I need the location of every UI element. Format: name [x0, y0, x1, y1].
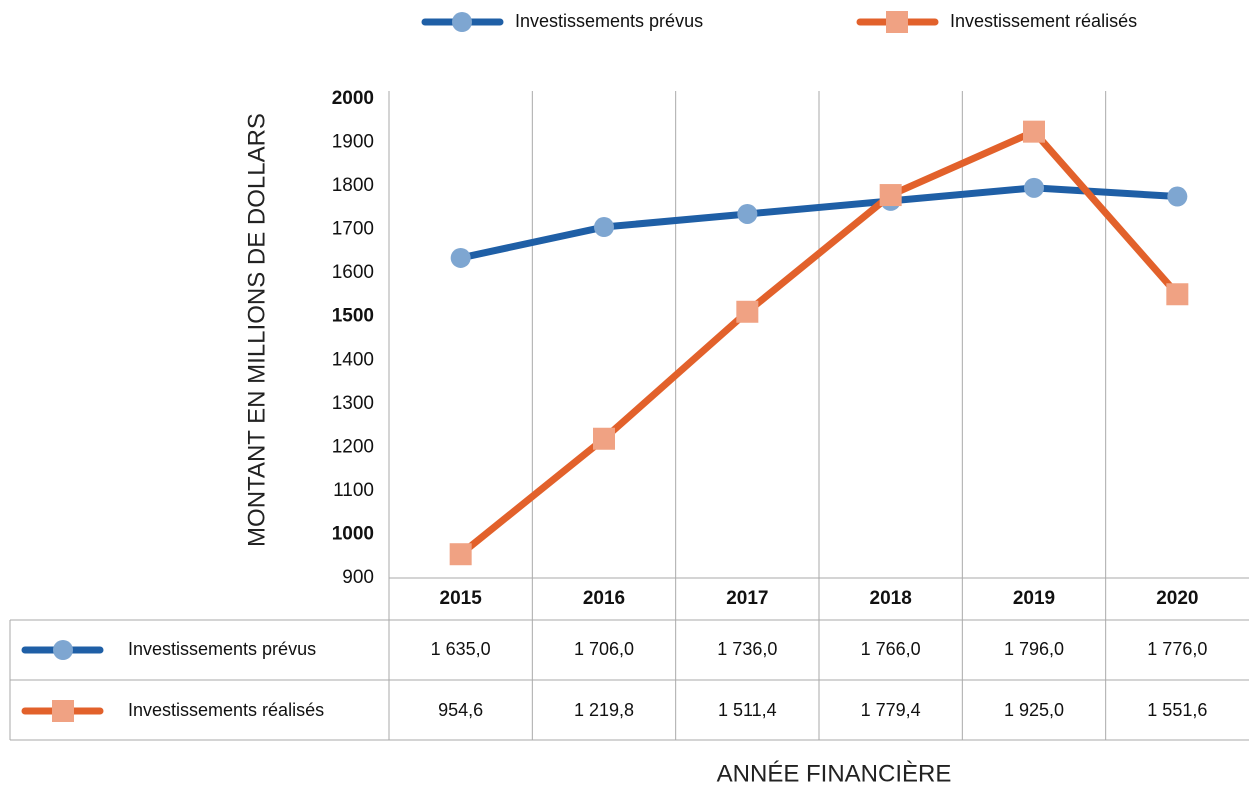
y-tick-label: 1900: [332, 132, 374, 153]
legend-label: Investissements prévus: [515, 11, 703, 31]
marker: [450, 247, 471, 268]
y-tick-label: 2000: [332, 88, 374, 109]
marker: [736, 300, 759, 323]
x-tick-label: 2017: [726, 588, 768, 609]
x-tick-label: 2020: [1156, 588, 1198, 609]
y-tick-label: 1100: [333, 480, 374, 501]
table-cell: 1 706,0: [574, 639, 634, 659]
table-cell: 1 779,4: [861, 700, 921, 720]
y-tick-label: 1700: [332, 219, 374, 240]
x-tick-label: 2015: [440, 588, 483, 609]
y-tick-label: 1300: [332, 393, 374, 414]
y-tick-label: 1200: [332, 436, 374, 457]
table-cell: 1 925,0: [1004, 700, 1064, 720]
marker: [1023, 120, 1045, 143]
legend-marker: [886, 11, 908, 33]
table-row-label: Investissements réalisés: [128, 700, 324, 720]
y-tick-label: 1600: [332, 262, 374, 283]
x-tick-label: 2016: [583, 588, 625, 609]
marker: [449, 543, 472, 566]
x-axis-title: ANNÉE FINANCIÈRE: [717, 760, 952, 787]
table-cell: 1 736,0: [717, 639, 777, 659]
table-cell: 1 511,4: [718, 700, 777, 720]
table-cell: 1 776,0: [1147, 639, 1207, 659]
series-line: [459, 184, 1178, 262]
marker: [1167, 186, 1188, 207]
marker: [593, 427, 615, 450]
table-cell: 1 219,8: [574, 700, 634, 720]
marker: [594, 217, 614, 238]
legend-marker: [452, 12, 472, 32]
marker: [1024, 177, 1044, 198]
marker: [879, 184, 902, 207]
table-cell: 1 551,6: [1147, 700, 1207, 720]
x-tick-label: 2019: [1013, 588, 1055, 609]
legend-marker: [52, 700, 74, 722]
table-cell: 1 766,0: [861, 639, 921, 659]
table-row-label: Investissements prévus: [128, 639, 316, 659]
y-tick-label: 1500: [332, 306, 374, 327]
table-cell: 954,6: [438, 700, 483, 720]
legend-label: Investissement réalisés: [950, 11, 1137, 31]
x-tick-label: 2018: [870, 588, 912, 609]
y-axis-title: MONTANT EN MILLIONS DE DOLLARS: [243, 113, 270, 547]
legend-marker: [53, 640, 73, 660]
y-tick-label: 1400: [332, 349, 374, 370]
y-tick-label: 1000: [332, 523, 374, 544]
table-cell: 1 635,0: [431, 639, 491, 659]
table-cell: 1 796,0: [1004, 639, 1064, 659]
marker: [1166, 283, 1189, 306]
series-line: [458, 128, 1180, 557]
y-tick-label: 1800: [332, 175, 374, 196]
marker: [737, 203, 758, 224]
y-tick-label: 900: [342, 567, 374, 588]
